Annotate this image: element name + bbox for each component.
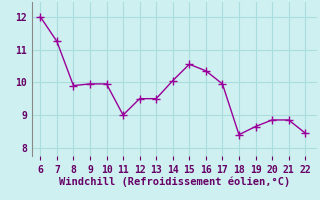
X-axis label: Windchill (Refroidissement éolien,°C): Windchill (Refroidissement éolien,°C): [59, 176, 290, 187]
